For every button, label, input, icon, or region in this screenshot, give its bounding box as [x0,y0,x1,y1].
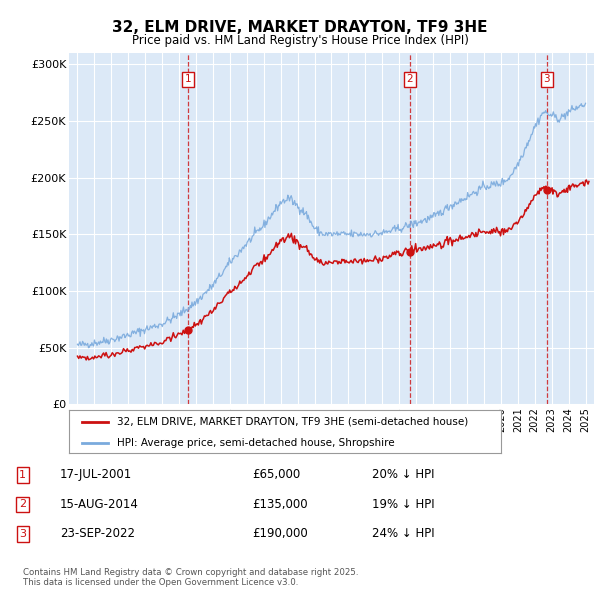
Text: 23-SEP-2022: 23-SEP-2022 [60,527,135,540]
Text: 1: 1 [19,470,26,480]
Text: 20% ↓ HPI: 20% ↓ HPI [372,468,434,481]
Text: 15-AUG-2014: 15-AUG-2014 [60,498,139,511]
Text: 2: 2 [19,500,26,509]
Text: 1: 1 [185,74,191,84]
Text: 3: 3 [544,74,550,84]
Text: HPI: Average price, semi-detached house, Shropshire: HPI: Average price, semi-detached house,… [116,438,394,448]
Text: 32, ELM DRIVE, MARKET DRAYTON, TF9 3HE: 32, ELM DRIVE, MARKET DRAYTON, TF9 3HE [112,20,488,35]
Text: £65,000: £65,000 [252,468,300,481]
Text: 19% ↓ HPI: 19% ↓ HPI [372,498,434,511]
Text: 3: 3 [19,529,26,539]
Text: 24% ↓ HPI: 24% ↓ HPI [372,527,434,540]
Text: £135,000: £135,000 [252,498,308,511]
Text: Contains HM Land Registry data © Crown copyright and database right 2025.
This d: Contains HM Land Registry data © Crown c… [23,568,358,587]
Text: 32, ELM DRIVE, MARKET DRAYTON, TF9 3HE (semi-detached house): 32, ELM DRIVE, MARKET DRAYTON, TF9 3HE (… [116,417,468,427]
Text: £190,000: £190,000 [252,527,308,540]
Text: 2: 2 [406,74,413,84]
Text: Price paid vs. HM Land Registry's House Price Index (HPI): Price paid vs. HM Land Registry's House … [131,34,469,47]
Text: 17-JUL-2001: 17-JUL-2001 [60,468,132,481]
